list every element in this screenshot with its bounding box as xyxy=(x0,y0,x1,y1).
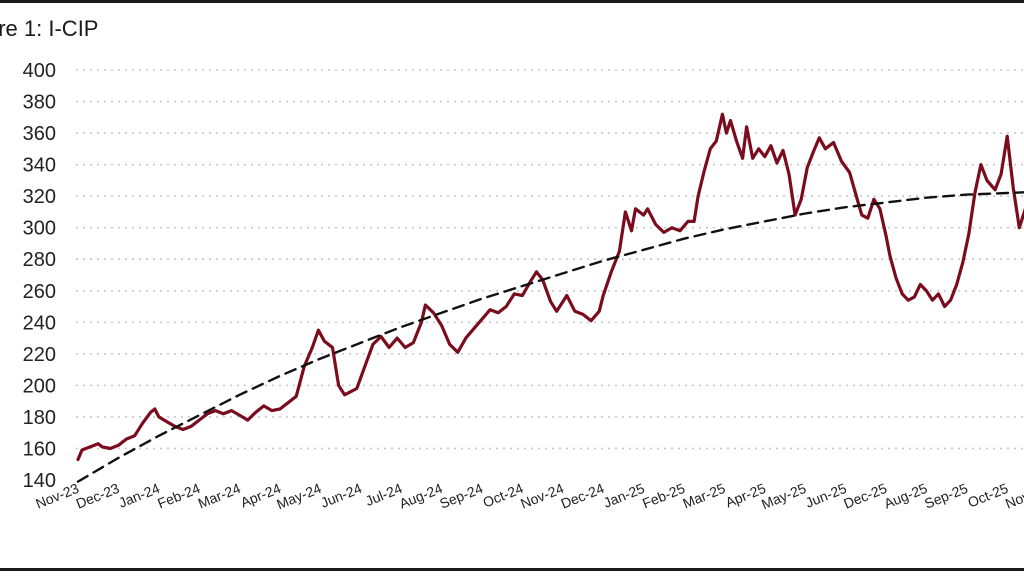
x-tick-label-4: Mar-24 xyxy=(196,480,243,512)
x-tick-label-10: Sep-24 xyxy=(437,480,485,512)
gridlines xyxy=(76,69,1024,450)
x-tick-label-13: Dec-24 xyxy=(558,480,606,512)
x-tick-label-23: Oct-25 xyxy=(965,480,1010,511)
y-tick-label-260: 260 xyxy=(23,281,56,303)
y-tick-label-240: 240 xyxy=(23,312,56,334)
x-tick-label-22: Sep-25 xyxy=(922,480,970,512)
x-tick-label-8: Jul-24 xyxy=(363,480,405,509)
y-tick-label-160: 160 xyxy=(23,438,56,460)
y-tick-label-380: 380 xyxy=(23,92,56,114)
x-tick-label-14: Jan-25 xyxy=(601,480,647,511)
series-lines xyxy=(76,112,1024,483)
x-tick-label-7: Jun-24 xyxy=(318,480,364,511)
y-tick-label-180: 180 xyxy=(23,407,56,429)
y-tick-label-340: 340 xyxy=(23,155,56,177)
y-tick-label-220: 220 xyxy=(23,344,56,366)
x-tick-label-18: May-25 xyxy=(759,480,808,512)
x-tick-label-17: Apr-25 xyxy=(723,480,768,511)
y-tick-label-200: 200 xyxy=(23,375,56,397)
x-tick-label-16: Mar-25 xyxy=(680,480,727,512)
x-axis-ticks: Nov-23Dec-23Jan-24Feb-24Mar-24Apr-24May-… xyxy=(33,480,1024,512)
chart-title: ure 1: I-CIP xyxy=(0,16,99,41)
x-tick-label-6: May-24 xyxy=(274,480,323,512)
x-tick-label-11: Oct-24 xyxy=(481,480,526,511)
y-tick-label-400: 400 xyxy=(23,60,56,82)
y-tick-label-280: 280 xyxy=(23,249,56,271)
index-line xyxy=(76,112,1024,462)
bottom-frame-line xyxy=(0,568,1024,571)
y-tick-label-360: 360 xyxy=(23,123,56,145)
y-axis-ticks: 140 160 180 200 220 240 260 280 300 320 340 360 380 4… xyxy=(23,60,56,492)
x-tick-label-1: Dec-23 xyxy=(74,480,122,512)
x-tick-label-19: Jun-25 xyxy=(803,480,849,511)
top-frame-line xyxy=(0,0,1024,3)
y-tick-label-320: 320 xyxy=(23,186,56,208)
y-tick-label-140: 140 xyxy=(23,470,56,492)
trend-line xyxy=(76,191,1024,483)
y-tick-label-300: 300 xyxy=(23,218,56,240)
x-tick-label-2: Jan-24 xyxy=(116,480,162,511)
x-tick-label-5: Apr-24 xyxy=(238,480,283,511)
